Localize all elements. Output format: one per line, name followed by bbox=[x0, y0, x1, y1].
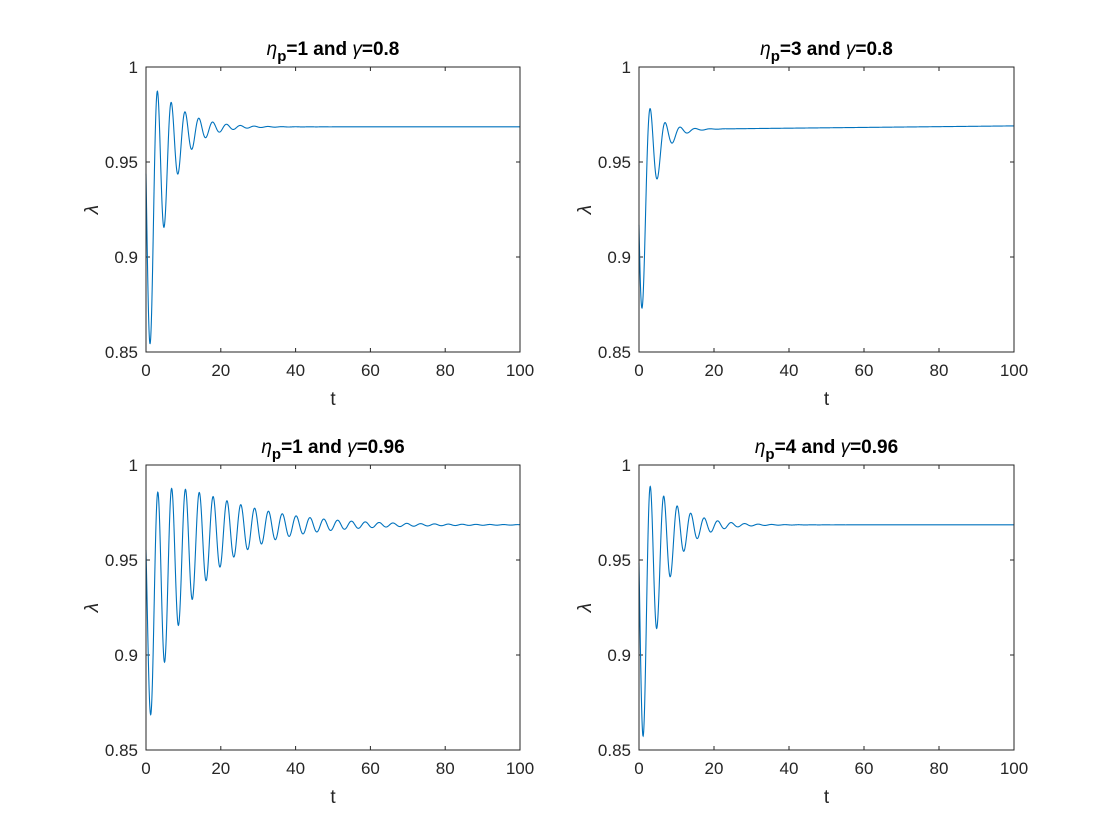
axes-box bbox=[638, 66, 1015, 353]
title-subscript: p bbox=[771, 48, 780, 65]
title-gamma: γ bbox=[846, 39, 857, 60]
y-tick-label: 0.9 bbox=[607, 248, 631, 267]
axes-box bbox=[638, 464, 1015, 751]
x-tick-label: 0 bbox=[141, 759, 150, 778]
y-tick-label: 1 bbox=[622, 58, 631, 77]
x-tick-label: 100 bbox=[1000, 759, 1028, 778]
y-tick-label: 0.9 bbox=[114, 646, 138, 665]
title-gamma: γ bbox=[352, 39, 363, 60]
subplot-title: ηp=4 and γ=0.96 bbox=[755, 437, 898, 463]
subplot-2: 0 20 40 60 80 100 0.85 0.9 0.95 1 t λ ηp=3 and γ=0.8 bbox=[575, 39, 1028, 410]
x-axis-label: t bbox=[330, 389, 336, 410]
y-tick-label: 0.85 bbox=[105, 741, 138, 760]
title-mid: =1 and bbox=[281, 437, 347, 458]
x-tick-label: 20 bbox=[211, 361, 230, 380]
axes-box bbox=[145, 66, 521, 353]
title-gamma: γ bbox=[347, 437, 358, 458]
x-tick-label: 40 bbox=[780, 759, 799, 778]
lambda-series-line bbox=[638, 107, 1014, 309]
x-tick-label: 60 bbox=[361, 361, 380, 380]
x-axis-label: t bbox=[824, 389, 830, 410]
title-mid: =4 and bbox=[775, 437, 841, 458]
subplot-1: 0 20 40 60 80 100 0.85 0.9 0.95 1 t λ ηp=1 and γ=0.8 bbox=[82, 39, 534, 410]
title-eta: η bbox=[760, 39, 771, 60]
lambda-series-line bbox=[145, 90, 520, 345]
y-tick-label: 1 bbox=[622, 456, 631, 475]
y-axis-label: λ bbox=[575, 603, 596, 613]
title-end: =0.8 bbox=[855, 39, 893, 60]
y-tick-label: 0.95 bbox=[105, 551, 138, 570]
title-end: =0.96 bbox=[850, 437, 898, 458]
x-tick-label: 40 bbox=[286, 361, 305, 380]
x-tick-label: 40 bbox=[286, 759, 305, 778]
y-tick-label: 0.95 bbox=[598, 551, 631, 570]
subplot-title: ηp=1 and γ=0.8 bbox=[267, 39, 400, 65]
y-tick-label: 0.9 bbox=[114, 248, 138, 267]
subplot-title: ηp=3 and γ=0.8 bbox=[760, 39, 893, 65]
x-tick-label: 100 bbox=[506, 361, 534, 380]
x-tick-label: 80 bbox=[930, 759, 949, 778]
x-tick-label: 100 bbox=[506, 759, 534, 778]
title-gamma: γ bbox=[841, 437, 852, 458]
y-axis-label: λ bbox=[82, 603, 103, 613]
title-mid: =3 and bbox=[780, 39, 846, 60]
title-subscript: p bbox=[272, 446, 281, 463]
title-eta: η bbox=[261, 437, 272, 458]
x-tick-label: 20 bbox=[705, 361, 724, 380]
title-subscript: p bbox=[765, 446, 774, 463]
title-eta: η bbox=[267, 39, 278, 60]
title-subscript: p bbox=[277, 48, 286, 65]
y-tick-label: 0.85 bbox=[598, 343, 631, 362]
title-eta: η bbox=[755, 437, 766, 458]
subplot-4: 0 20 40 60 80 100 0.85 0.9 0.95 1 t λ ηp=4 and γ=0.9… bbox=[575, 437, 1028, 808]
x-axis-label: t bbox=[824, 787, 830, 808]
y-tick-label: 0.9 bbox=[607, 646, 631, 665]
title-end: =0.8 bbox=[362, 39, 400, 60]
x-tick-label: 60 bbox=[855, 361, 874, 380]
y-tick-label: 1 bbox=[129, 58, 138, 77]
y-tick-label: 0.95 bbox=[598, 153, 631, 172]
y-tick-label: 0.85 bbox=[598, 741, 631, 760]
y-tick-label: 0.95 bbox=[105, 153, 138, 172]
title-end: =0.96 bbox=[357, 437, 405, 458]
x-tick-label: 40 bbox=[780, 361, 799, 380]
lambda-series-line bbox=[638, 485, 1014, 738]
x-tick-label: 20 bbox=[211, 759, 230, 778]
lambda-series-line bbox=[145, 487, 521, 716]
x-tick-label: 60 bbox=[855, 759, 874, 778]
x-tick-label: 80 bbox=[436, 759, 455, 778]
y-tick-label: 0.85 bbox=[105, 343, 138, 362]
x-tick-label: 20 bbox=[705, 759, 724, 778]
x-tick-label: 80 bbox=[930, 361, 949, 380]
y-tick-label: 1 bbox=[129, 456, 138, 475]
x-tick-label: 60 bbox=[361, 759, 380, 778]
x-tick-label: 80 bbox=[436, 361, 455, 380]
x-tick-label: 0 bbox=[634, 361, 643, 380]
x-tick-label: 100 bbox=[1000, 361, 1028, 380]
axes-box bbox=[145, 464, 521, 751]
x-tick-label: 0 bbox=[141, 361, 150, 380]
subplot-title: ηp=1 and γ=0.96 bbox=[261, 437, 404, 463]
subplot-3: 0 20 40 60 80 100 0.85 0.9 0.95 1 t λ ηp=1 and γ=0.9… bbox=[82, 437, 534, 808]
x-tick-label: 0 bbox=[634, 759, 643, 778]
y-axis-label: λ bbox=[575, 205, 596, 215]
x-axis-label: t bbox=[330, 787, 336, 808]
y-axis-label: λ bbox=[82, 205, 103, 215]
title-mid: =1 and bbox=[286, 39, 352, 60]
